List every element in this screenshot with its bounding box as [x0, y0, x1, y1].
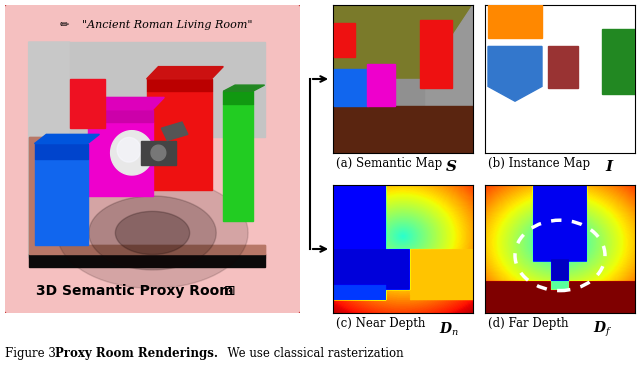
Polygon shape [420, 20, 452, 88]
Polygon shape [117, 138, 141, 162]
Polygon shape [35, 143, 88, 159]
Polygon shape [161, 122, 188, 141]
Polygon shape [147, 66, 223, 79]
Text: $\boldsymbol{D}_n$: $\boldsymbol{D}_n$ [440, 321, 460, 338]
Polygon shape [35, 159, 88, 245]
Polygon shape [488, 5, 542, 37]
Text: ⊡: ⊡ [223, 284, 235, 298]
Polygon shape [35, 134, 99, 143]
Text: (c) Near Depth: (c) Near Depth [336, 317, 429, 331]
Polygon shape [333, 5, 473, 79]
Polygon shape [223, 91, 253, 103]
Polygon shape [29, 254, 264, 267]
Polygon shape [70, 79, 106, 128]
Text: (d) Far Depth: (d) Far Depth [488, 317, 576, 331]
Polygon shape [147, 79, 211, 91]
Polygon shape [488, 47, 542, 101]
Polygon shape [333, 106, 473, 153]
Polygon shape [378, 79, 424, 106]
Polygon shape [223, 85, 264, 91]
Polygon shape [29, 42, 70, 258]
Polygon shape [424, 5, 473, 153]
Polygon shape [57, 178, 248, 288]
Polygon shape [111, 131, 153, 175]
Text: 3D Semantic Proxy Room: 3D Semantic Proxy Room [36, 284, 234, 298]
Polygon shape [141, 141, 176, 165]
Text: ✏: ✏ [60, 20, 68, 30]
Polygon shape [88, 122, 152, 196]
Polygon shape [147, 91, 211, 190]
Polygon shape [29, 137, 264, 258]
Text: $\boldsymbol{D}_f$: $\boldsymbol{D}_f$ [593, 320, 612, 339]
Polygon shape [151, 145, 166, 160]
Polygon shape [88, 97, 164, 110]
Text: We use classical rasterization: We use classical rasterization [220, 347, 404, 360]
Text: Figure 3.: Figure 3. [5, 347, 67, 360]
FancyBboxPatch shape [2, 2, 303, 316]
Text: (b) Instance Map: (b) Instance Map [488, 157, 598, 171]
Polygon shape [602, 29, 635, 94]
Polygon shape [88, 110, 152, 122]
Text: (a) Semantic Map: (a) Semantic Map [336, 157, 446, 171]
Text: Proxy Room Renderings.: Proxy Room Renderings. [55, 347, 218, 360]
Polygon shape [548, 47, 578, 88]
Polygon shape [70, 42, 264, 137]
Text: $\boldsymbol{I}$: $\boldsymbol{I}$ [605, 159, 615, 174]
Polygon shape [223, 103, 253, 221]
Polygon shape [334, 69, 368, 106]
Polygon shape [89, 196, 216, 270]
Polygon shape [115, 211, 189, 254]
Text: "Ancient Roman Living Room": "Ancient Roman Living Room" [82, 20, 253, 30]
Polygon shape [367, 64, 395, 106]
Text: $\boldsymbol{S}$: $\boldsymbol{S}$ [445, 159, 458, 174]
Polygon shape [29, 137, 264, 254]
Polygon shape [333, 79, 378, 153]
Polygon shape [334, 23, 355, 57]
